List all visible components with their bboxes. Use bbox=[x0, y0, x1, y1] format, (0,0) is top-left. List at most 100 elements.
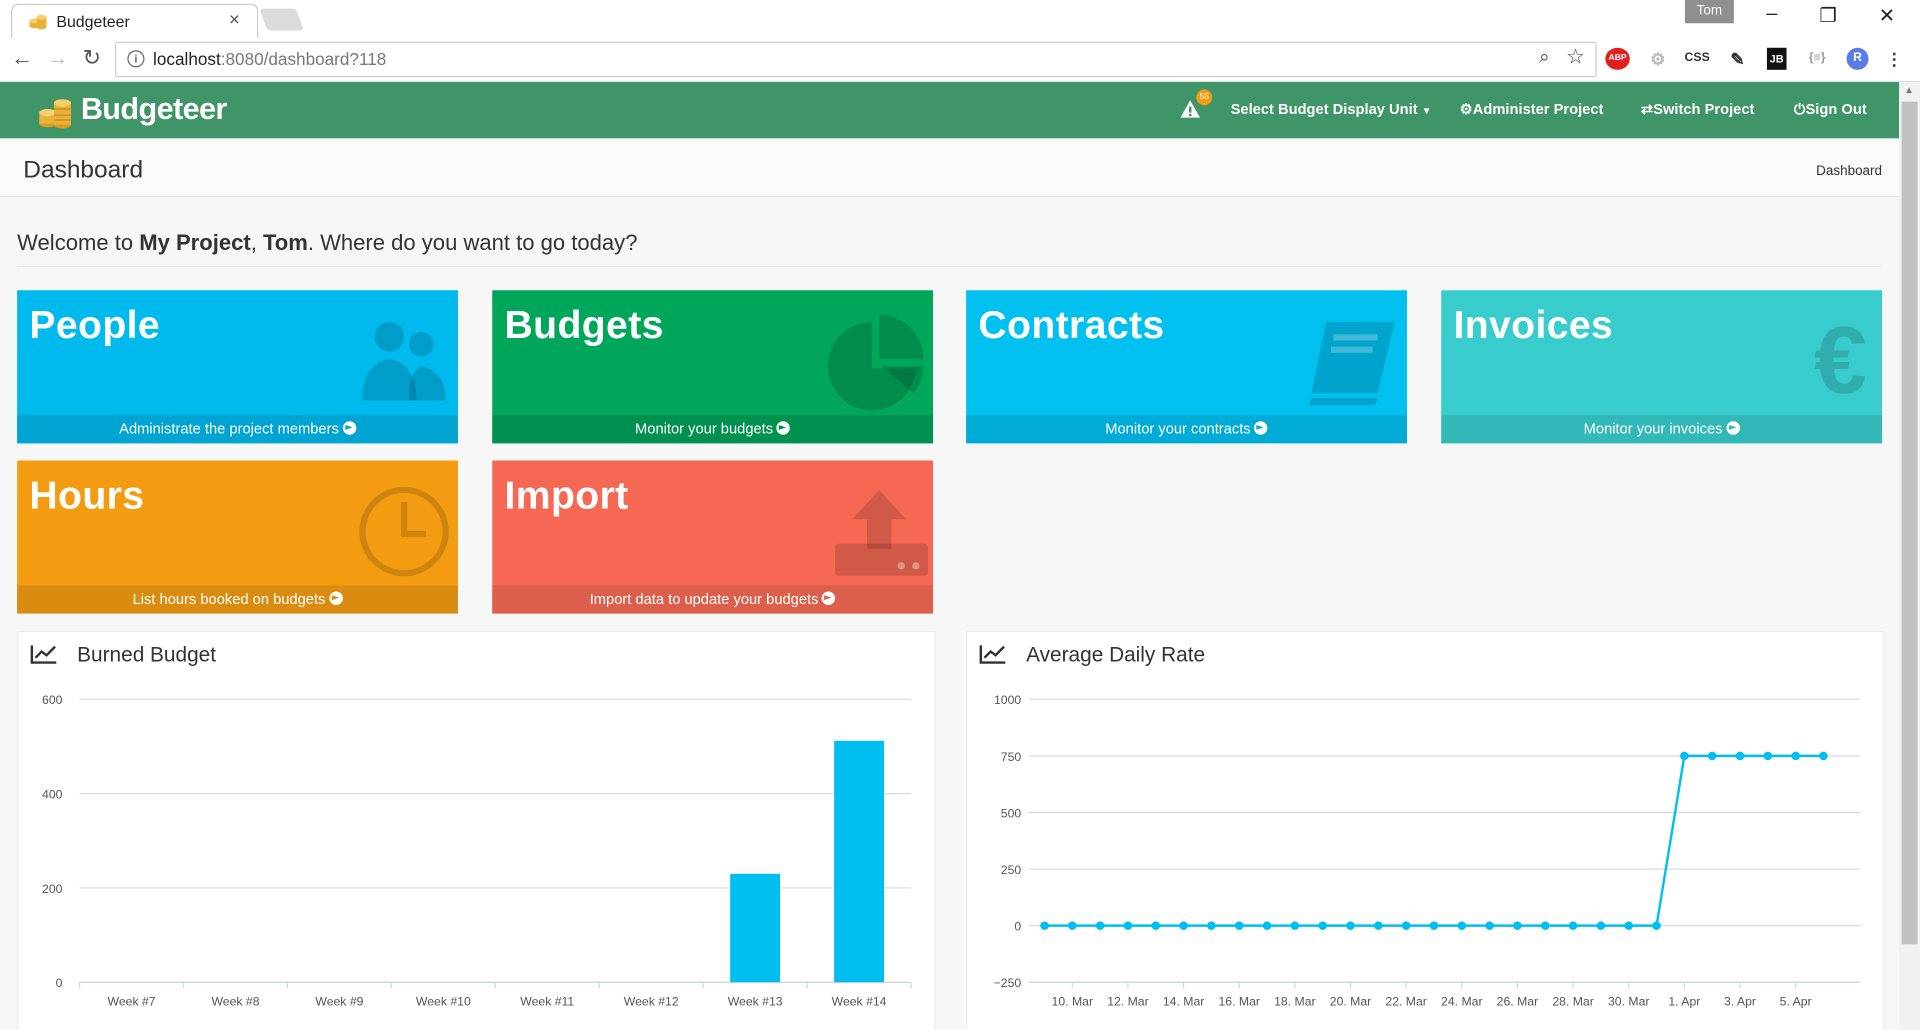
new-tab-button[interactable] bbox=[259, 8, 305, 31]
css-extension-icon[interactable]: CSS bbox=[1684, 51, 1710, 65]
tile-title: Contracts bbox=[978, 302, 1165, 347]
power-icon: ⏻ bbox=[1793, 100, 1806, 118]
json-extension-icon[interactable]: {≡} bbox=[1808, 51, 1826, 65]
data-point bbox=[1179, 921, 1188, 930]
data-point bbox=[1624, 921, 1634, 930]
y-tick-label: 0 bbox=[56, 976, 63, 990]
tile-footer-link[interactable]: Monitor your invoices bbox=[1441, 415, 1883, 444]
pen-icon[interactable]: ✎ bbox=[1730, 48, 1745, 69]
page-title: Dashboard bbox=[23, 156, 144, 184]
display-unit-dropdown[interactable]: Select Budget Display Unit ▼ bbox=[1230, 100, 1432, 118]
y-tick-label: 600 bbox=[42, 693, 63, 707]
tab-close-icon[interactable]: × bbox=[228, 9, 240, 31]
arrow-circle-right-icon bbox=[329, 591, 343, 606]
scroll-thumb[interactable] bbox=[1901, 101, 1918, 945]
divider bbox=[17, 265, 1881, 267]
data-point bbox=[1540, 921, 1550, 930]
x-tick-label: Week #7 bbox=[108, 995, 156, 1009]
upload-icon bbox=[835, 489, 929, 576]
tile-footer-link[interactable]: Monitor your budgets bbox=[492, 415, 934, 444]
forward-icon[interactable]: → bbox=[46, 45, 69, 70]
user-name: Tom bbox=[262, 230, 308, 255]
average-daily-rate-chart: −250 0 250 500 750 1000 10. Mar 12. Mar 14. Mar 1… bbox=[994, 693, 1861, 1009]
data-point bbox=[1374, 921, 1383, 930]
jetbrains-icon[interactable]: JB bbox=[1766, 47, 1787, 70]
data-point bbox=[1040, 921, 1049, 930]
users-icon bbox=[362, 322, 446, 401]
tile-invoices[interactable]: Invoices € Monitor your invoices bbox=[1441, 290, 1883, 444]
browser-toolbar: ← → ↻ i localhost:8080/dashboard?118 ⌕ ☆… bbox=[0, 37, 1920, 83]
administer-project-link[interactable]: ⚙Administer Project bbox=[1459, 100, 1604, 118]
minimize-icon[interactable]: – bbox=[1766, 3, 1778, 25]
address-bar[interactable]: i localhost:8080/dashboard?118 ⌕ ☆ bbox=[115, 41, 1597, 78]
warning-count-badge: 55 bbox=[1196, 89, 1213, 106]
zoom-icon[interactable]: ⌕ bbox=[1539, 46, 1550, 68]
bookmark-star-icon[interactable]: ☆ bbox=[1566, 45, 1585, 69]
line-chart-icon bbox=[30, 645, 57, 664]
data-point bbox=[1485, 921, 1494, 930]
x-tick-label: 5. Apr bbox=[1780, 995, 1812, 1009]
coins-icon bbox=[29, 14, 47, 30]
data-point bbox=[1819, 751, 1828, 761]
brand-name[interactable]: Budgeteer bbox=[80, 91, 227, 127]
data-point bbox=[1151, 921, 1161, 930]
tile-title: People bbox=[29, 302, 161, 347]
info-icon[interactable]: i bbox=[127, 50, 145, 68]
x-tick-label: Week #14 bbox=[832, 995, 887, 1009]
burned-budget-chart: 0 200 400 600 Week #7 Week #8 Week #9 Week #10 W… bbox=[42, 693, 912, 1009]
restore-icon[interactable]: ❐ bbox=[1819, 6, 1837, 27]
x-tick-label: 24. Mar bbox=[1441, 995, 1482, 1009]
tile-budgets[interactable]: Budgets Monitor your budgets bbox=[492, 290, 934, 444]
bar bbox=[730, 873, 781, 983]
data-point bbox=[1234, 921, 1244, 930]
settings-extension-icon[interactable]: ⚙ bbox=[1650, 48, 1666, 69]
back-icon[interactable]: ← bbox=[11, 45, 34, 70]
tile-footer-link[interactable]: Monitor your contracts bbox=[966, 415, 1407, 444]
y-tick-label: 250 bbox=[1001, 863, 1022, 877]
r-extension-icon[interactable]: R bbox=[1846, 47, 1869, 70]
x-tick-label: 1. Apr bbox=[1668, 995, 1700, 1009]
x-tick-label: 18. Mar bbox=[1274, 995, 1315, 1009]
browser-tab[interactable]: Budgeteer × bbox=[11, 3, 259, 40]
arrow-circle-right-icon bbox=[342, 421, 356, 435]
page-scrollbar[interactable]: ▲ bbox=[1899, 82, 1920, 1030]
welcome-message: Welcome to My Project, Tom. Where do you… bbox=[17, 230, 638, 255]
scroll-up-icon[interactable]: ▲ bbox=[1904, 84, 1914, 96]
y-tick-label: 1000 bbox=[994, 693, 1021, 707]
burned-budget-box: Burned Budget 0 200 400 600 Week #7 Week #8 We… bbox=[17, 630, 936, 1030]
profile-button[interactable]: Tom bbox=[1684, 0, 1734, 24]
breadcrumb[interactable]: Dashboard bbox=[1816, 164, 1883, 179]
tile-title: Budgets bbox=[504, 302, 664, 347]
y-tick-label: 500 bbox=[1001, 806, 1022, 820]
data-point bbox=[1262, 921, 1272, 930]
arrow-circle-right-icon bbox=[822, 591, 836, 606]
tile-hours[interactable]: Hours List hours booked on budgets bbox=[17, 460, 458, 614]
switch-project-link[interactable]: ⇄Switch Project bbox=[1640, 100, 1755, 118]
y-tick-label: 400 bbox=[42, 788, 63, 802]
book-icon bbox=[1308, 322, 1395, 406]
app-navbar: Budgeteer 55 Select Budget Display Unit … bbox=[0, 82, 1900, 139]
pie-chart-icon bbox=[827, 314, 924, 411]
close-window-icon[interactable]: ✕ bbox=[1878, 6, 1896, 27]
tile-import[interactable]: Import Import data to update your budget… bbox=[492, 460, 934, 614]
adblock-icon[interactable]: ABP bbox=[1605, 47, 1630, 70]
x-tick-label: 14. Mar bbox=[1163, 995, 1204, 1009]
url-text[interactable]: localhost:8080/dashboard?118 bbox=[153, 48, 387, 69]
sign-out-link[interactable]: ⏻Sign Out bbox=[1793, 100, 1867, 118]
tile-footer-link[interactable]: Administrate the project members bbox=[17, 415, 458, 444]
tile-contracts[interactable]: Contracts Monitor your contracts bbox=[966, 290, 1407, 444]
warning-icon[interactable] bbox=[1177, 96, 1204, 123]
reload-icon[interactable]: ↻ bbox=[82, 45, 102, 70]
tile-footer-link[interactable]: List hours booked on budgets bbox=[17, 585, 458, 614]
data-point bbox=[1207, 921, 1216, 930]
tile-title: Import bbox=[504, 472, 629, 517]
x-tick-label: 28. Mar bbox=[1552, 995, 1593, 1009]
browser-tabstrip: Budgeteer × Tom – ❐ ✕ bbox=[0, 0, 1920, 40]
x-tick-label: 10. Mar bbox=[1052, 995, 1093, 1009]
x-tick-label: Week #13 bbox=[728, 995, 783, 1009]
tile-people[interactable]: People Administrate the project members bbox=[17, 290, 458, 444]
tile-footer-link[interactable]: Import data to update your budgets bbox=[492, 585, 934, 614]
clock-icon bbox=[359, 486, 449, 577]
menu-kebab-icon[interactable]: ⋮ bbox=[1885, 48, 1903, 69]
caret-down-icon: ▼ bbox=[1421, 105, 1432, 117]
